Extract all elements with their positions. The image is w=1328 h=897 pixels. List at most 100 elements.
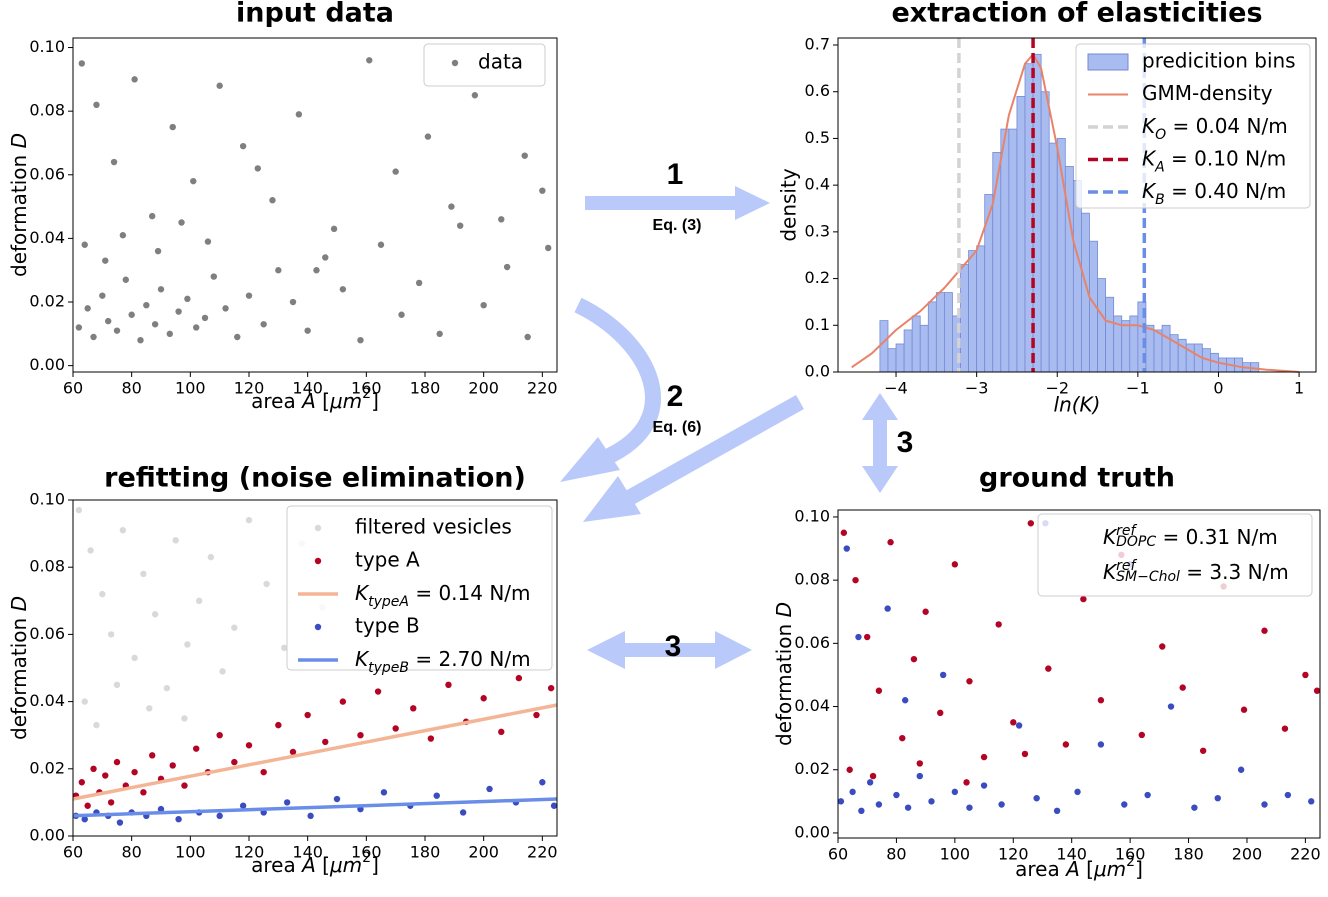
chart-title: extraction of elasticities <box>891 0 1262 29</box>
point <box>146 705 153 712</box>
plot-frame <box>72 37 558 373</box>
y-tick-label: 0.3 <box>805 221 830 240</box>
point <box>357 336 364 344</box>
annotation-part: DOPC <box>1116 534 1156 550</box>
point <box>113 327 121 334</box>
point <box>928 798 935 805</box>
point <box>457 222 464 229</box>
x-tick-label: 160 <box>351 379 382 398</box>
legend-marker <box>314 524 322 532</box>
point <box>81 241 88 248</box>
point <box>181 715 188 722</box>
point <box>289 298 297 306</box>
x-tick-label: 80 <box>121 843 141 862</box>
point <box>90 333 97 341</box>
point <box>304 711 311 719</box>
point <box>980 753 988 761</box>
point <box>545 244 552 252</box>
y-tick-label: 0.08 <box>29 101 65 120</box>
point <box>245 292 253 299</box>
point <box>231 758 238 766</box>
point <box>539 779 546 786</box>
point <box>216 812 223 820</box>
point <box>137 336 144 344</box>
legend-label-part: O <box>1155 127 1166 143</box>
y-axis-label-part: deformation <box>7 148 31 277</box>
legend-label-part: typeA <box>368 594 409 610</box>
point <box>322 738 329 746</box>
point <box>415 279 423 287</box>
bar <box>1072 180 1082 373</box>
y-tick-label: 0.10 <box>29 37 65 56</box>
point <box>333 795 341 803</box>
point <box>486 785 493 793</box>
x-tick-label: 140 <box>292 843 323 862</box>
point <box>116 819 124 826</box>
point <box>910 655 918 663</box>
point <box>1302 671 1309 679</box>
plot-frame <box>72 499 558 837</box>
y-tick-label: 0.1 <box>805 315 830 334</box>
x-axis-label-part: A <box>300 389 316 413</box>
x-tick-label: 220 <box>527 379 558 398</box>
point <box>1027 520 1035 527</box>
arrow-diag-shaft <box>618 395 804 509</box>
point <box>866 779 874 786</box>
point <box>1214 794 1221 802</box>
x-axis-label-part: [ <box>316 389 330 413</box>
x-tick-label: 160 <box>1115 845 1146 864</box>
point <box>269 197 276 204</box>
x-tick-label: 100 <box>175 843 206 862</box>
point <box>498 728 505 736</box>
x-tick-label: 120 <box>998 845 1029 864</box>
point <box>181 782 188 789</box>
y-tick-label: 0.06 <box>29 164 65 183</box>
x-axis-label-part: A <box>1064 857 1080 881</box>
point <box>122 276 129 283</box>
x-axis-label-part: ] <box>1135 857 1143 881</box>
point <box>234 333 241 341</box>
point <box>113 758 121 766</box>
x-axis-label-part: μm <box>1093 857 1126 881</box>
fit-line <box>72 797 558 818</box>
y-tick-label: 0.04 <box>29 228 65 247</box>
x-tick-label: 180 <box>410 379 441 398</box>
y-tick-label: 0.7 <box>805 35 830 54</box>
x-tick-label: −1 <box>1126 379 1150 398</box>
point <box>78 779 86 786</box>
point <box>380 789 388 796</box>
point <box>498 216 505 223</box>
point <box>1121 801 1128 808</box>
point <box>887 539 894 546</box>
point <box>547 684 555 692</box>
point <box>84 305 91 312</box>
arrow-label: 2 <box>667 380 684 413</box>
point <box>289 748 297 756</box>
arrow-label: Eq. (6) <box>653 419 702 436</box>
x-axis-label-part: 2 <box>362 386 371 402</box>
point <box>904 804 912 811</box>
point <box>113 681 121 688</box>
point <box>471 92 479 99</box>
y-axis-label: deformation D <box>7 596 31 740</box>
point <box>1199 747 1207 754</box>
y-tick-label: 0.10 <box>794 506 830 525</box>
legend-label: type B <box>355 614 420 638</box>
point <box>140 570 147 578</box>
x-axis-label: ln(K) <box>1054 393 1101 417</box>
y-tick-label: 0.00 <box>794 822 830 841</box>
point <box>875 687 883 694</box>
legend-label-part: K <box>355 647 370 671</box>
fit-line <box>72 703 558 801</box>
point <box>858 807 865 815</box>
legend-patch <box>1087 53 1129 71</box>
x-axis-label-part: area <box>1015 857 1066 881</box>
x-tick-label: −2 <box>1045 379 1069 398</box>
bar <box>1097 278 1107 373</box>
x-axis-label: area A [μm2] <box>251 850 379 877</box>
point <box>157 805 165 813</box>
x-tick-label: 180 <box>410 843 441 862</box>
annotation-box <box>1037 513 1313 597</box>
point <box>1237 766 1245 773</box>
point <box>837 798 845 805</box>
